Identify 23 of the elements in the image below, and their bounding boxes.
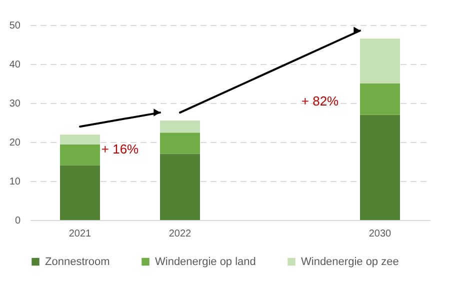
bar xyxy=(360,84,400,115)
bar xyxy=(60,134,100,144)
x-tick-label: 2021 xyxy=(68,228,92,240)
y-tick-label: 20 xyxy=(9,138,21,148)
y-tick-label: 10 xyxy=(9,176,21,188)
y-tick-label: 40 xyxy=(9,60,21,70)
y-tick-label: 0 xyxy=(14,216,21,226)
y-tick-label: 30 xyxy=(9,98,21,110)
bar xyxy=(160,154,200,220)
legend-label: Windenergie op zee xyxy=(301,256,399,268)
y-tick-label: 50 xyxy=(9,20,21,32)
bar xyxy=(60,144,100,166)
bar xyxy=(360,114,400,220)
bar xyxy=(60,165,100,220)
legend-label: Zonnestroom xyxy=(45,256,110,268)
annotation: + 82% xyxy=(301,94,340,109)
annotation: + 16% xyxy=(101,142,140,157)
bar xyxy=(360,38,400,84)
x-tick-label: 2030 xyxy=(368,228,392,240)
legend-label: Windenergie op land xyxy=(155,256,256,268)
bar xyxy=(160,120,200,133)
x-tick-label: 2022 xyxy=(168,228,192,240)
bar xyxy=(160,132,200,154)
